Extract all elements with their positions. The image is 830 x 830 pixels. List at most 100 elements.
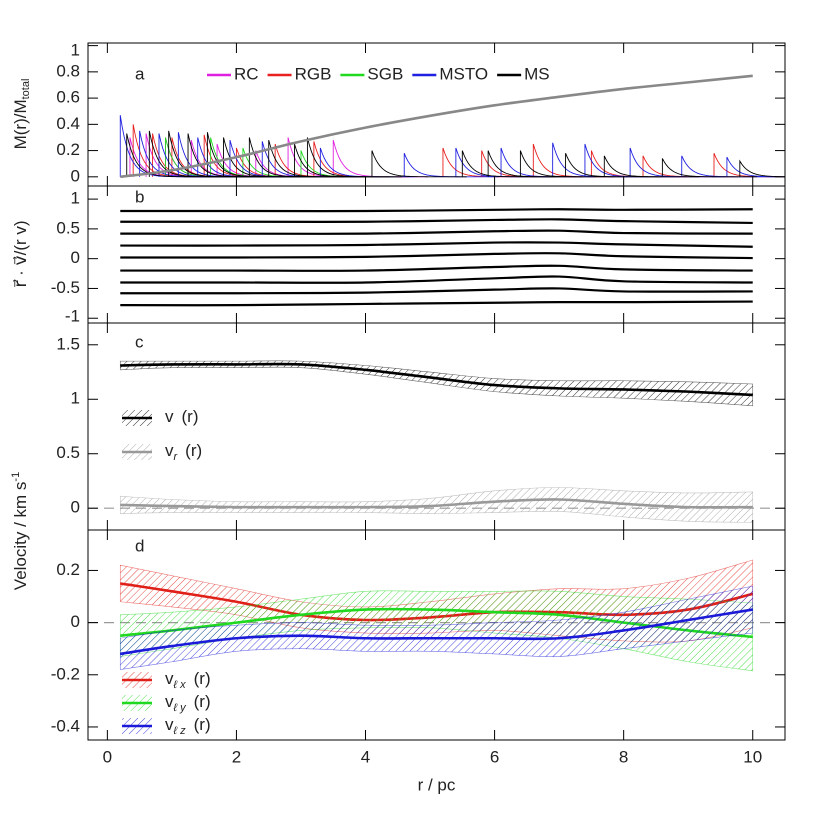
y-tick-label: 0.5 <box>56 218 80 237</box>
y-tick-label: 0.4 <box>56 114 80 133</box>
legend-label: RGB <box>295 64 332 83</box>
spike <box>603 155 700 178</box>
spike <box>552 142 648 178</box>
y-tick-label: -1 <box>65 306 80 325</box>
panel-label: d <box>135 536 144 555</box>
error-band <box>119 585 754 670</box>
legend-label: vℓ z (r) <box>165 715 211 736</box>
spike <box>300 150 396 178</box>
frame <box>87 529 786 741</box>
spike <box>403 153 500 178</box>
spike <box>461 150 558 178</box>
legend-suffix: (r) <box>194 692 211 711</box>
spike <box>661 158 758 178</box>
plot-area <box>88 559 785 672</box>
spike <box>590 150 687 178</box>
line <box>120 275 753 284</box>
spike <box>190 139 287 178</box>
spike <box>332 139 429 178</box>
legend-suffix: (r) <box>185 441 202 460</box>
line <box>120 208 753 213</box>
y-tick-label: 0.2 <box>56 560 80 579</box>
line <box>120 241 753 248</box>
y-tick-label: -0.4 <box>51 716 80 735</box>
spike <box>274 143 371 178</box>
y-tick-label: 0.5 <box>56 443 80 462</box>
x-axis-label: r / pc <box>418 775 456 794</box>
y-tick-label: 0 <box>71 498 80 517</box>
line <box>120 498 753 509</box>
y-axis-label: Velocity / km s-1 <box>10 472 31 590</box>
y-tick-label: 1.5 <box>56 334 80 353</box>
y-axis-label-main: r⃗ · v⃗/(r v) <box>11 220 30 287</box>
y-tick-label: 0 <box>71 612 80 631</box>
spike <box>306 137 403 178</box>
spike <box>294 143 390 178</box>
legend-label: vr (r) <box>165 441 202 462</box>
legend-label: v (r) <box>165 407 198 426</box>
legend-name: v <box>165 669 174 688</box>
panel-label: a <box>135 64 145 83</box>
line <box>120 229 753 235</box>
y-axis-label: r⃗ · v⃗/(r v) <box>11 220 30 287</box>
legend-label: MSTO <box>439 64 488 83</box>
spike <box>313 141 409 178</box>
spike <box>713 153 785 178</box>
line <box>120 300 753 307</box>
legend-name: v <box>165 715 174 734</box>
y-tick-label: 0.2 <box>56 140 80 159</box>
line <box>120 287 753 295</box>
y-tick-label: -0.2 <box>51 664 80 683</box>
line <box>120 608 753 656</box>
legend-name: v <box>165 407 174 426</box>
spike <box>371 150 467 178</box>
y-tick-label: 1 <box>71 189 80 208</box>
x-tick-label: 6 <box>490 747 499 766</box>
legend-sub: ℓ z <box>173 725 187 737</box>
y-axis-label-main: M(r)/M <box>11 99 30 149</box>
spike <box>487 150 583 178</box>
x-tick-label: 4 <box>361 747 370 766</box>
x-tick-label: 10 <box>743 747 762 766</box>
y-axis-label: M(r)/Mtotal <box>11 79 31 150</box>
spike <box>319 147 416 178</box>
error-band <box>119 360 754 407</box>
y-axis-label-main: Velocity / km s <box>11 482 30 591</box>
panel-label: b <box>135 187 144 206</box>
legend-label: RC <box>234 64 259 83</box>
legend-sub: r <box>174 451 179 463</box>
legend-label: SGB <box>367 64 403 83</box>
legend-suffix: (r) <box>194 715 211 734</box>
spike <box>565 153 661 178</box>
spike <box>726 156 785 178</box>
y-tick-label: -0.5 <box>51 278 80 297</box>
spike <box>642 155 738 178</box>
line <box>120 218 753 225</box>
x-tick-label: 8 <box>619 747 628 766</box>
plot-area <box>120 208 753 307</box>
legend-suffix: (r) <box>194 669 211 688</box>
legend-sub: ℓ x <box>173 679 187 691</box>
legend-sub: ℓ y <box>173 702 188 714</box>
y-tick-label: 0 <box>71 248 80 267</box>
spike <box>177 132 274 178</box>
y-axis-label-sub: total <box>20 79 32 100</box>
y-tick-label: 0.8 <box>56 61 80 80</box>
spike <box>739 159 785 178</box>
line <box>120 264 753 272</box>
spike <box>629 147 725 178</box>
spike <box>584 143 680 178</box>
y-tick-label: 1 <box>71 389 80 408</box>
legend-name: v <box>165 692 174 711</box>
y-axis-label-sup: -1 <box>10 472 22 482</box>
legend-label: vℓ x (r) <box>165 669 211 690</box>
legend-name: v <box>165 441 174 460</box>
panel-label: c <box>135 332 144 351</box>
y-tick-label: 0 <box>71 166 80 185</box>
line <box>120 252 753 260</box>
legend-label: vℓ y (r) <box>165 692 211 713</box>
spike <box>481 150 577 178</box>
line <box>120 362 753 397</box>
x-tick-label: 2 <box>232 747 241 766</box>
